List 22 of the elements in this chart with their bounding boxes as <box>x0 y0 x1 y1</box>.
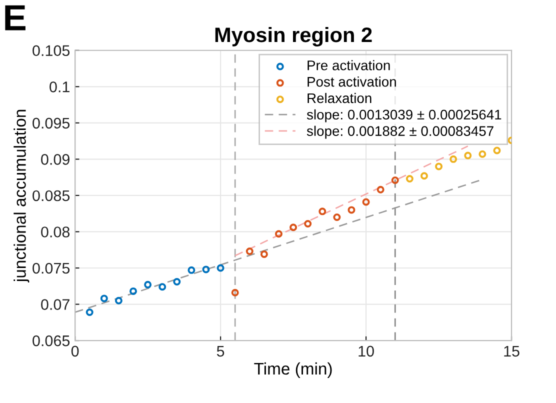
legend-label: Relaxation <box>308 92 372 104</box>
y-tick-label: 0.08 <box>41 226 70 238</box>
legend-label: slope: 0.0013039 ± 0.00025641 <box>306 109 502 122</box>
x-tick-label: 5 <box>216 346 224 357</box>
y-tick-label: 0.065 <box>32 335 70 346</box>
x-tick-label: 0 <box>71 346 79 357</box>
x-tick-label: 10 <box>358 346 374 357</box>
legend-label: Post activation <box>308 76 396 87</box>
legend-label: slope: 0.001882 ± 0.00083457 <box>306 126 494 139</box>
x-axis-title: Time (min) <box>254 362 332 378</box>
y-tick-label: 0.105 <box>32 45 70 56</box>
y-tick-label: 0.095 <box>32 118 70 129</box>
y-tick-label: 0.1 <box>50 82 70 92</box>
y-tick-label: 0.09 <box>41 154 70 165</box>
y-tick-label: 0.07 <box>41 299 70 310</box>
x-tick-label: 15 <box>504 346 520 357</box>
text: E <box>5 5 26 30</box>
chart-title: Myosin region 2 <box>215 26 372 46</box>
y-tick-label: 0.075 <box>32 262 70 274</box>
legend-label: Pre activation <box>308 60 390 70</box>
y-tick-label: 0.085 <box>32 190 70 202</box>
y-axis-title: junctional accumulation <box>14 110 30 282</box>
